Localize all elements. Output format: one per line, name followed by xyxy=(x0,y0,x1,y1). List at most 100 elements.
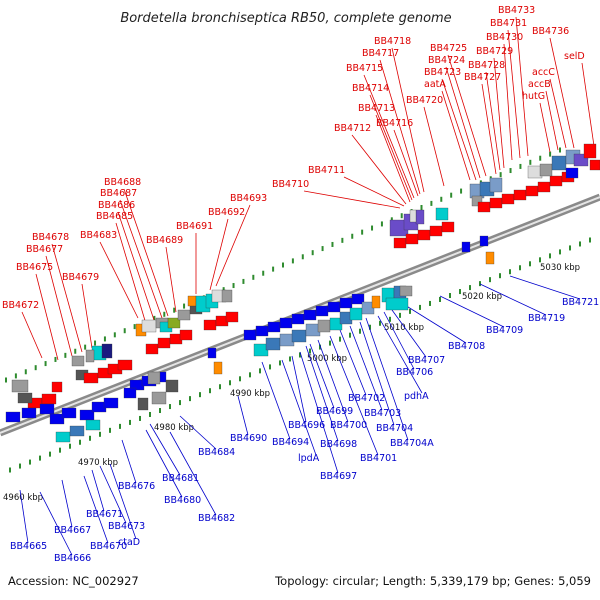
forward-leader-line xyxy=(549,78,567,149)
reverse-leader-line xyxy=(281,359,317,456)
reverse-gene-label: BB4707 xyxy=(408,355,445,366)
gene-block xyxy=(39,403,55,415)
gene-block xyxy=(279,317,293,329)
forward-leader-line xyxy=(369,94,413,201)
reverse-leader-line xyxy=(19,489,29,544)
forward-gene-label: BB4716 xyxy=(376,118,413,129)
gene-block xyxy=(17,392,33,404)
reverse-gene-label: BB4667 xyxy=(54,525,91,536)
forward-gene-label: BB4713 xyxy=(358,103,395,114)
gene-block xyxy=(393,237,407,249)
reverse-gene-label: BB4697 xyxy=(320,471,357,482)
forward-gene-label: BB4723 xyxy=(424,67,461,78)
gene-block xyxy=(303,309,317,321)
forward-leader-line xyxy=(441,78,477,181)
reverse-leader-line xyxy=(91,469,105,512)
forward-gene-label: BB4731 xyxy=(490,18,527,29)
kbp-label: 4990 kbp xyxy=(230,389,270,399)
gene-block xyxy=(409,209,417,223)
forward-gene-label: BB4677 xyxy=(26,244,63,255)
gene-block xyxy=(461,241,471,253)
gene-block xyxy=(339,297,353,309)
genome-summary: Topology: circular; Length: 5,339,179 bp… xyxy=(274,574,591,588)
reverse-gene-label: BB4701 xyxy=(360,453,397,464)
forward-leader-line xyxy=(115,222,147,325)
forward-gene-label: BB4675 xyxy=(16,262,53,273)
forward-gene-label: BB4711 xyxy=(308,165,345,176)
gene-block xyxy=(525,185,539,197)
forward-leader-line xyxy=(545,90,559,151)
forward-leader-line xyxy=(351,134,407,205)
reverse-leader-line xyxy=(383,311,415,370)
forward-gene-label: BB4686 xyxy=(98,200,135,211)
forward-gene-label: aatA xyxy=(424,79,446,90)
reverse-gene-label: BB4670 xyxy=(90,541,127,552)
forward-gene-label: BB4692 xyxy=(208,207,245,218)
gene-block xyxy=(537,181,551,193)
reverse-leader-line xyxy=(83,475,109,544)
forward-gene-label: BB4730 xyxy=(486,32,523,43)
forward-leader-line xyxy=(375,114,411,203)
gene-block xyxy=(145,343,159,355)
gene-block xyxy=(435,207,449,221)
reverse-leader-line xyxy=(291,355,307,423)
forward-gene-label: BB4683 xyxy=(80,230,117,241)
reverse-gene-label: BB4666 xyxy=(54,553,91,564)
gene-block xyxy=(385,297,409,311)
reverse-leader-line xyxy=(317,339,349,423)
forward-leader-line xyxy=(493,57,505,169)
reverse-leader-line xyxy=(479,283,547,316)
gene-block xyxy=(349,307,363,321)
forward-gene-label: BB4727 xyxy=(464,72,501,83)
reverse-leader-line xyxy=(391,309,427,358)
forward-gene-label: BB4714 xyxy=(352,83,389,94)
gene-block xyxy=(101,343,113,359)
forward-gene-label: BB4687 xyxy=(100,188,137,199)
gene-block xyxy=(5,411,21,423)
reverse-leader-line xyxy=(399,301,467,344)
forward-leader-line xyxy=(549,37,575,149)
reverse-gene-label: BB4665 xyxy=(10,541,47,552)
forward-gene-label: BB4672 xyxy=(2,300,39,311)
gene-block xyxy=(489,197,503,209)
reverse-gene-label: BB4671 xyxy=(86,509,123,520)
gene-block xyxy=(85,349,95,363)
reverse-leader-line xyxy=(61,479,73,528)
reverse-leader-line xyxy=(377,315,423,394)
gene-block xyxy=(479,235,489,247)
kbp-label: 5030 kbp xyxy=(540,263,580,273)
reverse-leader-line xyxy=(349,325,383,411)
forward-leader-line xyxy=(581,62,595,147)
reverse-gene-label: BB4704A xyxy=(390,438,434,449)
reverse-gene-label: BB4673 xyxy=(108,521,145,532)
forward-leader-line xyxy=(393,129,419,197)
forward-gene-label: BB4729 xyxy=(476,46,513,57)
forward-leader-line xyxy=(539,102,551,153)
reverse-leader-line xyxy=(149,423,181,476)
kbp-label: 4970 kbp xyxy=(78,458,118,468)
forward-gene-label: BB4691 xyxy=(176,221,213,232)
forward-leader-line xyxy=(343,176,405,207)
gene-block xyxy=(399,285,413,297)
forward-leader-line xyxy=(507,29,521,159)
reverse-leader-line xyxy=(329,335,379,456)
gene-block xyxy=(221,289,233,303)
gene-block xyxy=(565,167,579,179)
reverse-gene-label: BB4706 xyxy=(396,367,433,378)
gene-block xyxy=(489,177,503,193)
forward-gene-label: BB4688 xyxy=(104,177,141,188)
reverse-gene-label: BB4680 xyxy=(164,495,201,506)
gene-block xyxy=(405,233,419,245)
gene-block xyxy=(589,159,600,171)
gene-block xyxy=(429,225,443,237)
reverse-gene-label: BB4696 xyxy=(288,420,325,431)
reverse-leader-line xyxy=(99,465,127,524)
gene-block xyxy=(11,379,29,393)
reverse-leader-line xyxy=(109,463,137,540)
gene-block xyxy=(117,359,133,371)
forward-gene-label: BB4718 xyxy=(374,36,411,47)
forward-leader-line xyxy=(81,283,93,349)
gene-block xyxy=(55,431,71,443)
forward-leader-line xyxy=(35,273,59,361)
